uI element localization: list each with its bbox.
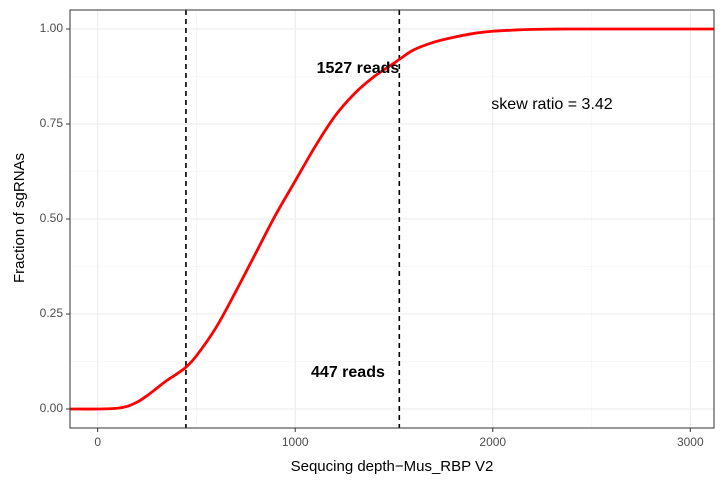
x-tick-label: 0 <box>94 435 101 449</box>
annotation-label: 447 reads <box>311 364 385 381</box>
y-tick-label: 0.50 <box>40 211 64 225</box>
x-tick-label: 1000 <box>282 435 309 449</box>
y-tick-label: 0.75 <box>40 116 64 130</box>
cumulative-distribution-line <box>69 27 714 411</box>
x-tick-label: 2000 <box>479 435 506 449</box>
y-tick-label: 1.00 <box>40 21 64 35</box>
annotation-label: skew ratio = 3.42 <box>491 96 613 113</box>
x-tick-label: 3000 <box>677 435 704 449</box>
annotation-label: 1527 reads <box>317 60 400 77</box>
y-axis-title: Fraction of sgRNAs <box>11 153 28 283</box>
x-axis-title: Sequcing depth−Mus_RBP V2 <box>291 458 494 475</box>
y-tick-label: 0.25 <box>40 306 64 320</box>
y-tick-label: 0.00 <box>40 401 64 415</box>
